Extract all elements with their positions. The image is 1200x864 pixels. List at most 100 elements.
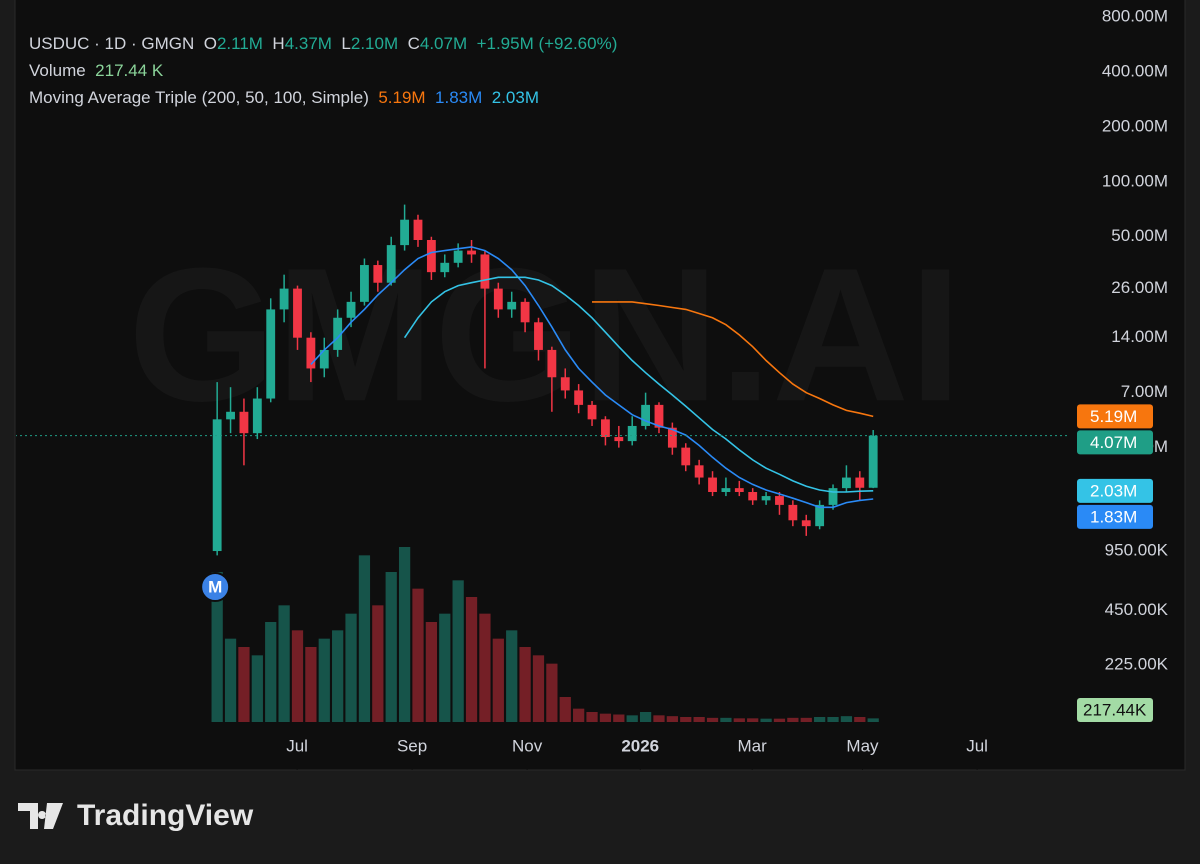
candle-body: [453, 250, 463, 263]
price-badge-label: 4.07M: [1090, 433, 1137, 452]
candle-body: [681, 447, 691, 466]
price-badge: [1077, 504, 1153, 529]
price-badge: [1077, 404, 1153, 429]
volume-label: Volume: [29, 61, 86, 80]
candle-body: [855, 477, 865, 488]
volume-bar: [706, 717, 719, 722]
ma-line: [592, 301, 874, 418]
ohlc-label: C: [407, 34, 420, 53]
volume-bar: [211, 572, 223, 722]
candle-body: [761, 496, 771, 501]
price-badge-label: 2.03M: [1090, 481, 1137, 500]
volume-bar: [291, 630, 304, 722]
candle-body: [386, 245, 396, 283]
volume-bar: [412, 588, 424, 722]
candle-body: [440, 262, 450, 273]
ma-value: 2.03M: [491, 88, 539, 107]
candle-body: [694, 465, 704, 478]
volume-bar: [787, 717, 799, 722]
volume-bar: [372, 605, 384, 722]
volume-bar: [733, 718, 745, 722]
volume-bar: [720, 717, 732, 722]
volume-bar: [532, 655, 545, 722]
volume-bar: [251, 655, 263, 722]
candle-body: [627, 425, 637, 442]
candle-body: [279, 288, 289, 310]
candle-body: [239, 411, 249, 434]
y-tick-label: 100.00M: [1102, 171, 1168, 190]
candle-body: [319, 349, 329, 369]
candle-body: [788, 504, 798, 521]
y-tick-label: 225.00K: [1105, 655, 1169, 674]
candle-body: [868, 435, 878, 488]
candle-body: [547, 349, 557, 378]
volume-bar: [519, 647, 531, 722]
volume-bar: [800, 717, 812, 722]
y-tick-label: 450.00K: [1105, 600, 1169, 619]
x-tick-label: Jul: [286, 736, 308, 755]
plot-area: M: [16, 204, 1070, 722]
candle-body: [721, 488, 731, 493]
candle-body: [587, 404, 597, 420]
volume-bar: [573, 708, 585, 722]
y-tick-label: 26.00M: [1111, 278, 1168, 297]
candle-body: [480, 254, 490, 289]
volume-bar: [452, 580, 464, 722]
volume-bar: [760, 718, 772, 722]
legend: USDUC · 1D · GMGN O2.11M H4.37M L2.10M C…: [29, 30, 617, 111]
candle-body: [601, 419, 610, 438]
y-tick-label: 7.00M: [1121, 382, 1168, 401]
x-tick-label: May: [846, 736, 879, 755]
legend-row: Moving Average Triple (200, 50, 100, Sim…: [29, 84, 617, 111]
x-tick-label: Mar: [738, 736, 768, 755]
volume-bar: [398, 547, 411, 722]
ohlc-label: H: [272, 34, 285, 53]
axes: 800.00M 400.00M 200.00M 100.00M 50.00M 26.00M…: [286, 6, 1169, 770]
candle-body: [467, 250, 476, 255]
candle-body: [775, 496, 784, 505]
footer-logo: TradingView: [18, 799, 254, 832]
ma-value: 1.83M: [435, 88, 483, 107]
volume-bar: [827, 717, 839, 722]
x-tick-label: Jul: [966, 736, 988, 755]
candle-body: [520, 301, 530, 323]
ma-values: 5.19M 1.83M 2.03M: [369, 88, 539, 107]
candle-body: [252, 398, 262, 434]
volume-bar: [224, 638, 237, 722]
candle-body: [748, 492, 758, 501]
volume-bar: [425, 622, 437, 722]
chart-panel: [14, 0, 1186, 771]
candle-body: [507, 301, 517, 310]
price-badge-label: 1.83M: [1090, 507, 1137, 526]
volume-value: 217.44 K: [95, 61, 164, 80]
candle-body: [373, 265, 383, 283]
volume-bar: [278, 605, 290, 722]
candle-body: [333, 317, 343, 350]
candle-body: [641, 404, 651, 426]
volume-bar: [840, 716, 853, 722]
x-tick-label: 2026: [621, 736, 659, 755]
y-tick-label: 200.00M: [1102, 116, 1168, 135]
event-marker: [200, 572, 231, 602]
logo-icon: [18, 803, 63, 829]
ohlc-value: 2.10M: [350, 34, 399, 53]
volume-bar: [479, 613, 491, 722]
volume-bar: [693, 717, 705, 722]
volume-bar: [653, 715, 665, 722]
volume-bar: [332, 630, 344, 722]
volume-bar: [599, 713, 612, 722]
volume-bar: [814, 717, 826, 722]
ohlc-value: 4.07M: [419, 34, 468, 53]
volume-bar: [506, 630, 518, 722]
volume-bar: [385, 572, 397, 722]
volume-bar: [773, 718, 786, 722]
legend-row: USDUC · 1D · GMGN O2.11M H4.37M L2.10M C…: [29, 30, 617, 57]
price-badge: [1077, 430, 1153, 455]
ma-value: 5.19M: [378, 88, 426, 107]
candle-body: [212, 419, 222, 552]
ma-line: [403, 276, 874, 493]
candle-body: [534, 322, 543, 350]
volume-bar: [613, 714, 625, 722]
candle-body: [801, 520, 811, 527]
